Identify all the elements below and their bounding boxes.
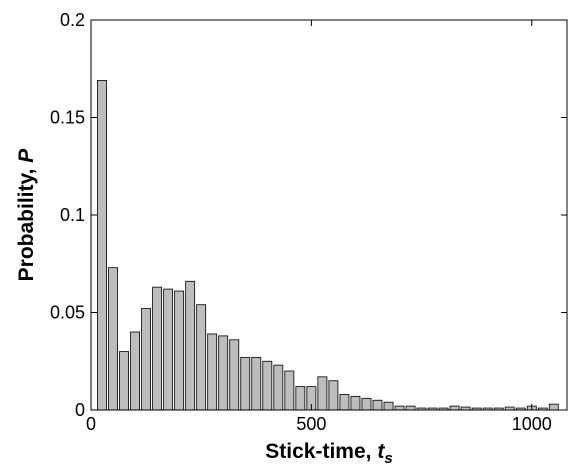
x-tick-label: 500	[296, 414, 326, 434]
tick-labels: 0 500 1000 0 0.05 0.1 0.15 0.2	[50, 10, 552, 434]
histogram-bar	[119, 351, 129, 411]
x-tick-label: 0	[86, 414, 96, 434]
histogram-bar	[295, 386, 306, 411]
x-axis-label-subscript: s	[384, 450, 392, 467]
y-axis-label-symbol: P	[15, 148, 38, 163]
histogram-bar	[229, 339, 240, 411]
histogram-bar	[207, 333, 218, 411]
histogram-bar	[251, 356, 262, 411]
histogram-bar	[218, 335, 229, 411]
y-tick-label: 0.05	[50, 303, 85, 323]
x-tick-label: 1000	[512, 414, 552, 434]
y-axis-label: Probability, P	[15, 148, 38, 282]
axis-ticks	[90, 19, 567, 411]
histogram-bar	[273, 364, 284, 411]
histogram-bar	[163, 288, 174, 411]
histogram-bar	[317, 376, 328, 411]
histogram-bar	[185, 280, 196, 411]
histogram-bar	[372, 399, 383, 411]
x-axis-label-text: Stick-time,	[265, 440, 377, 463]
y-tick-label: 0	[75, 400, 85, 420]
y-tick-label: 0.2	[60, 10, 85, 30]
histogram-bar	[548, 403, 559, 411]
histogram-bar	[196, 304, 207, 411]
histogram-bar	[108, 267, 118, 411]
histogram-bar	[361, 397, 372, 411]
histogram-bar	[394, 405, 405, 411]
histogram-bar	[339, 393, 350, 411]
histogram-bar	[328, 380, 339, 411]
histogram-bar	[152, 286, 163, 411]
y-tick-label: 0.1	[60, 205, 85, 225]
histogram-bar	[141, 308, 152, 411]
histogram-bar	[97, 80, 107, 411]
x-axis-label: Stick-time, ts	[265, 440, 392, 467]
histogram-bar	[284, 370, 295, 411]
y-tick-label: 0.15	[50, 108, 85, 128]
histogram-bar	[383, 401, 394, 411]
y-axis-label-text: Probability,	[15, 163, 38, 282]
histogram-bar	[449, 405, 460, 411]
plot-frame	[90, 19, 568, 411]
histogram-bar	[405, 405, 416, 411]
histogram-bars	[97, 80, 559, 411]
histogram-bar	[130, 331, 140, 411]
x-axis-label-symbol: t	[377, 440, 385, 463]
histogram-bar	[240, 356, 251, 411]
histogram-bar	[350, 395, 361, 411]
histogram-bar	[174, 290, 185, 411]
histogram-bar	[262, 360, 273, 411]
